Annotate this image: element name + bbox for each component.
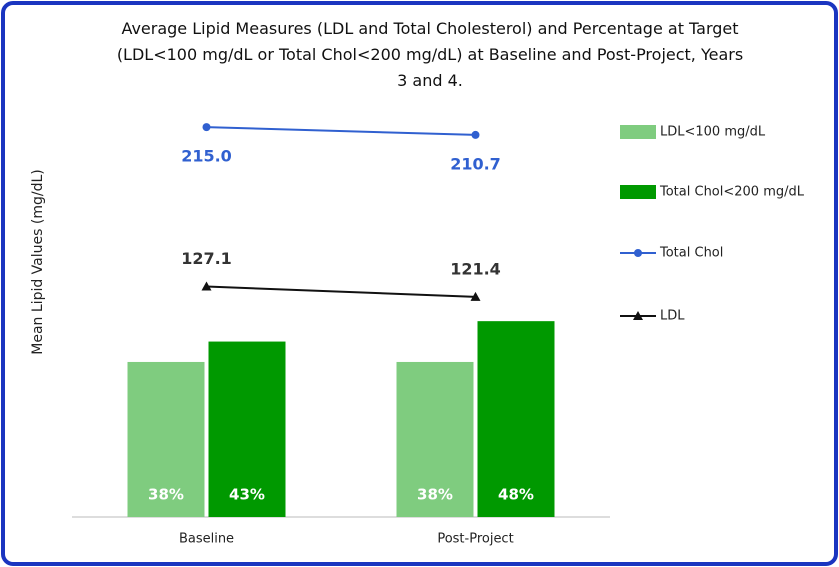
bar-label: 43% — [229, 486, 265, 504]
y-axis-label: Mean Lipid Values (mg/dL) — [30, 169, 46, 354]
line-label: 210.7 — [450, 154, 501, 173]
bar-label: 38% — [417, 486, 453, 504]
legend-label: Total Chol<200 mg/dL — [659, 185, 805, 200]
line-label: 215.0 — [181, 147, 232, 166]
bar — [127, 361, 205, 517]
legend-marker — [634, 249, 642, 257]
legend-swatch — [620, 185, 656, 199]
chart-title: Average Lipid Measures (LDL and Total Ch… — [116, 19, 744, 90]
bar-label: 38% — [148, 486, 184, 504]
bar-label: 48% — [498, 486, 534, 504]
x-tick-label: Post-Project — [437, 532, 513, 547]
bar — [208, 341, 286, 517]
line — [206, 285, 476, 298]
marker — [202, 123, 211, 132]
line-label: 121.4 — [450, 259, 501, 278]
legend-swatch — [620, 125, 656, 139]
legend-label: LDL — [660, 309, 685, 324]
bar — [396, 361, 474, 517]
marker — [201, 281, 212, 291]
marker — [470, 291, 481, 301]
legend-label: Total Chol — [659, 246, 723, 261]
marker — [471, 130, 480, 139]
x-tick-label: Baseline — [179, 532, 234, 547]
legend-marker — [633, 311, 643, 320]
bar — [477, 321, 555, 517]
legend-label: LDL<100 mg/dL — [660, 125, 766, 140]
line-label: 127.1 — [181, 249, 232, 268]
line — [206, 126, 476, 136]
